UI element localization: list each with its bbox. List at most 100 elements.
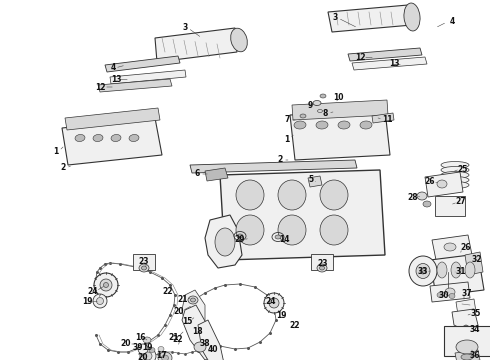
Text: 1: 1 bbox=[53, 147, 59, 156]
Ellipse shape bbox=[441, 166, 469, 174]
Polygon shape bbox=[220, 170, 385, 260]
Text: 3: 3 bbox=[182, 23, 188, 32]
Text: 4: 4 bbox=[110, 63, 116, 72]
Text: 9: 9 bbox=[307, 100, 313, 109]
Polygon shape bbox=[455, 350, 480, 360]
Text: 34: 34 bbox=[470, 325, 480, 334]
Ellipse shape bbox=[320, 94, 326, 98]
Polygon shape bbox=[290, 110, 390, 160]
Ellipse shape bbox=[138, 344, 148, 354]
Ellipse shape bbox=[320, 215, 348, 245]
Polygon shape bbox=[348, 48, 422, 61]
Ellipse shape bbox=[316, 121, 328, 129]
Polygon shape bbox=[205, 168, 228, 181]
Text: 17: 17 bbox=[156, 351, 166, 360]
Text: 22: 22 bbox=[173, 334, 183, 343]
Text: 28: 28 bbox=[408, 194, 418, 202]
Ellipse shape bbox=[215, 228, 235, 256]
Ellipse shape bbox=[162, 355, 169, 360]
Text: 16: 16 bbox=[135, 333, 145, 342]
Ellipse shape bbox=[237, 234, 243, 238]
Ellipse shape bbox=[420, 268, 426, 274]
Ellipse shape bbox=[93, 294, 107, 308]
Text: 24: 24 bbox=[88, 287, 98, 296]
Ellipse shape bbox=[143, 337, 151, 343]
Text: 26: 26 bbox=[461, 243, 471, 252]
Ellipse shape bbox=[441, 181, 469, 189]
Text: 12: 12 bbox=[95, 82, 105, 91]
Ellipse shape bbox=[97, 297, 103, 305]
Ellipse shape bbox=[236, 215, 264, 245]
Text: 29: 29 bbox=[235, 235, 245, 244]
Ellipse shape bbox=[404, 3, 420, 31]
Ellipse shape bbox=[409, 256, 437, 286]
Text: 31: 31 bbox=[456, 267, 466, 276]
Text: 32: 32 bbox=[472, 256, 482, 265]
Ellipse shape bbox=[294, 121, 306, 129]
Ellipse shape bbox=[191, 298, 196, 302]
Text: 13: 13 bbox=[111, 75, 121, 84]
Ellipse shape bbox=[441, 162, 469, 168]
Polygon shape bbox=[62, 118, 162, 165]
Ellipse shape bbox=[461, 354, 473, 360]
Ellipse shape bbox=[194, 342, 206, 352]
Text: 40: 40 bbox=[208, 346, 218, 355]
Ellipse shape bbox=[140, 348, 156, 360]
Ellipse shape bbox=[441, 176, 469, 184]
Ellipse shape bbox=[319, 266, 324, 270]
Text: 10: 10 bbox=[333, 93, 343, 102]
Text: 19: 19 bbox=[142, 343, 152, 352]
Text: 3: 3 bbox=[332, 13, 338, 22]
Ellipse shape bbox=[445, 288, 455, 296]
Text: 2: 2 bbox=[277, 156, 283, 165]
Text: 30: 30 bbox=[439, 292, 449, 301]
Text: 37: 37 bbox=[462, 288, 472, 297]
Text: 26: 26 bbox=[425, 177, 435, 186]
Text: 5: 5 bbox=[308, 175, 314, 184]
Ellipse shape bbox=[188, 296, 198, 304]
Text: 21: 21 bbox=[169, 333, 179, 342]
Polygon shape bbox=[425, 172, 463, 197]
Text: 7: 7 bbox=[284, 116, 290, 125]
Polygon shape bbox=[456, 299, 476, 315]
Ellipse shape bbox=[437, 180, 447, 188]
Bar bbox=[311, 254, 333, 270]
Text: 35: 35 bbox=[471, 309, 481, 318]
Ellipse shape bbox=[416, 264, 430, 279]
Bar bbox=[133, 254, 155, 270]
Polygon shape bbox=[352, 57, 427, 70]
Ellipse shape bbox=[451, 262, 461, 278]
Ellipse shape bbox=[149, 347, 155, 352]
Polygon shape bbox=[110, 70, 186, 84]
Polygon shape bbox=[155, 28, 237, 62]
Polygon shape bbox=[430, 254, 484, 296]
Text: 24: 24 bbox=[266, 297, 276, 306]
Text: 38: 38 bbox=[200, 339, 210, 348]
Polygon shape bbox=[308, 176, 322, 187]
Text: 13: 13 bbox=[389, 59, 399, 68]
Ellipse shape bbox=[264, 293, 284, 313]
Ellipse shape bbox=[236, 180, 264, 210]
Text: 8: 8 bbox=[322, 108, 328, 117]
Ellipse shape bbox=[318, 109, 322, 112]
Text: 25: 25 bbox=[458, 165, 468, 174]
Bar bbox=[444, 326, 490, 356]
Text: 4: 4 bbox=[449, 18, 455, 27]
Text: 19: 19 bbox=[276, 310, 286, 320]
Text: 20: 20 bbox=[138, 354, 148, 360]
Ellipse shape bbox=[158, 352, 172, 360]
Ellipse shape bbox=[103, 283, 108, 288]
Text: 39: 39 bbox=[133, 343, 143, 352]
Ellipse shape bbox=[441, 171, 469, 179]
Text: 22: 22 bbox=[163, 287, 173, 296]
Ellipse shape bbox=[111, 135, 121, 141]
Polygon shape bbox=[328, 5, 412, 32]
Polygon shape bbox=[205, 215, 242, 268]
Text: 15: 15 bbox=[182, 316, 192, 325]
Ellipse shape bbox=[269, 298, 279, 308]
Ellipse shape bbox=[320, 180, 348, 210]
Text: 11: 11 bbox=[382, 114, 392, 123]
Ellipse shape bbox=[129, 135, 139, 141]
Polygon shape bbox=[372, 113, 394, 123]
Polygon shape bbox=[452, 309, 478, 328]
